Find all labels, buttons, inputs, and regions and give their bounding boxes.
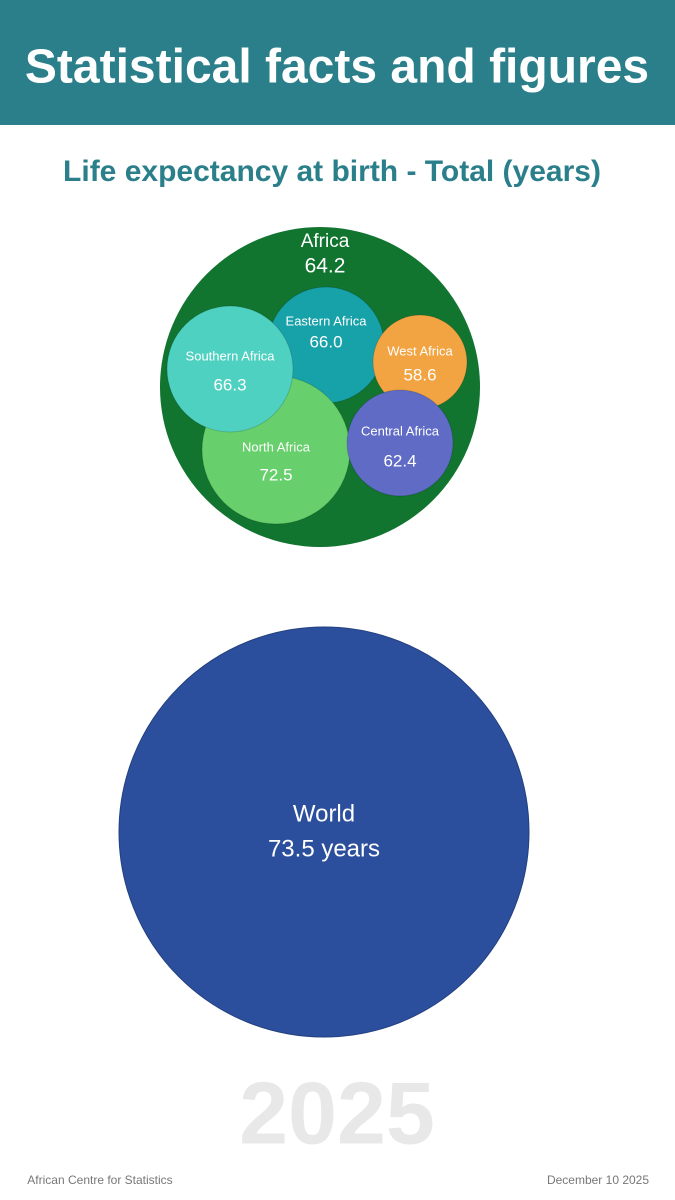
reference-name: World <box>293 800 355 827</box>
watermark: 2025 <box>239 1063 435 1162</box>
bubble-label: Eastern Africa <box>286 313 368 328</box>
header-title: Statistical facts and figures <box>25 41 649 94</box>
bubble-label: Central Africa <box>361 423 440 438</box>
footer-date: December 10 2025 <box>547 1173 649 1187</box>
footer-source: African Centre for Statistics <box>27 1173 172 1187</box>
chart-title: Life expectancy at birth - Total (years) <box>63 155 601 188</box>
bubble-value: 58.6 <box>403 365 436 384</box>
bubble-value: 62.4 <box>383 451 416 470</box>
bubble <box>346 389 454 497</box>
bubble-value: 66.3 <box>213 375 246 394</box>
parent-name: Africa <box>301 231 350 252</box>
header-bar <box>0 0 675 125</box>
bubble-label: Southern Africa <box>186 348 276 363</box>
parent-value: 64.2 <box>305 255 346 278</box>
bubble-label: North Africa <box>242 439 311 454</box>
reference-value: 73.5 years <box>268 835 380 862</box>
bubble-value: 72.5 <box>259 465 292 484</box>
bubble-chart: Africa 64.2 Eastern Africa 66.0 West Africa 5… <box>118 227 530 1038</box>
bubble-value: 66.0 <box>309 332 342 351</box>
bubble <box>166 305 294 433</box>
bubble-label: West Africa <box>387 343 453 358</box>
reference-bubble <box>118 626 530 1038</box>
